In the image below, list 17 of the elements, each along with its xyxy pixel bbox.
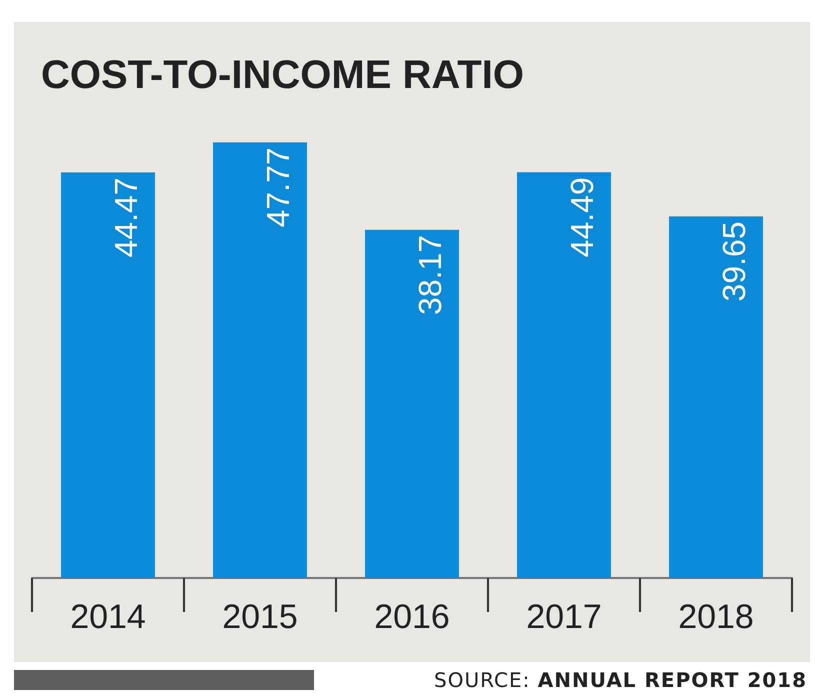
bar: [213, 142, 307, 578]
bar: [669, 216, 763, 578]
data-label: 44.47: [108, 177, 144, 258]
bar: [61, 172, 155, 578]
x-tick-label: 2014: [70, 598, 146, 636]
bar: [517, 172, 611, 578]
chart-title: COST-TO-INCOME RATIO: [41, 53, 524, 97]
bar: [365, 230, 459, 578]
x-tick-label: 2018: [678, 598, 754, 636]
data-label: 44.49: [564, 177, 600, 258]
x-tick-label: 2016: [374, 598, 450, 636]
x-tick-label: 2015: [222, 598, 298, 636]
x-tick-label: 2017: [526, 598, 602, 636]
data-label: 47.77: [260, 147, 296, 228]
data-label: 38.17: [412, 234, 448, 315]
data-label: 39.65: [716, 221, 752, 302]
source-note: SOURCE: ANNUAL REPORT 2018: [434, 668, 807, 692]
